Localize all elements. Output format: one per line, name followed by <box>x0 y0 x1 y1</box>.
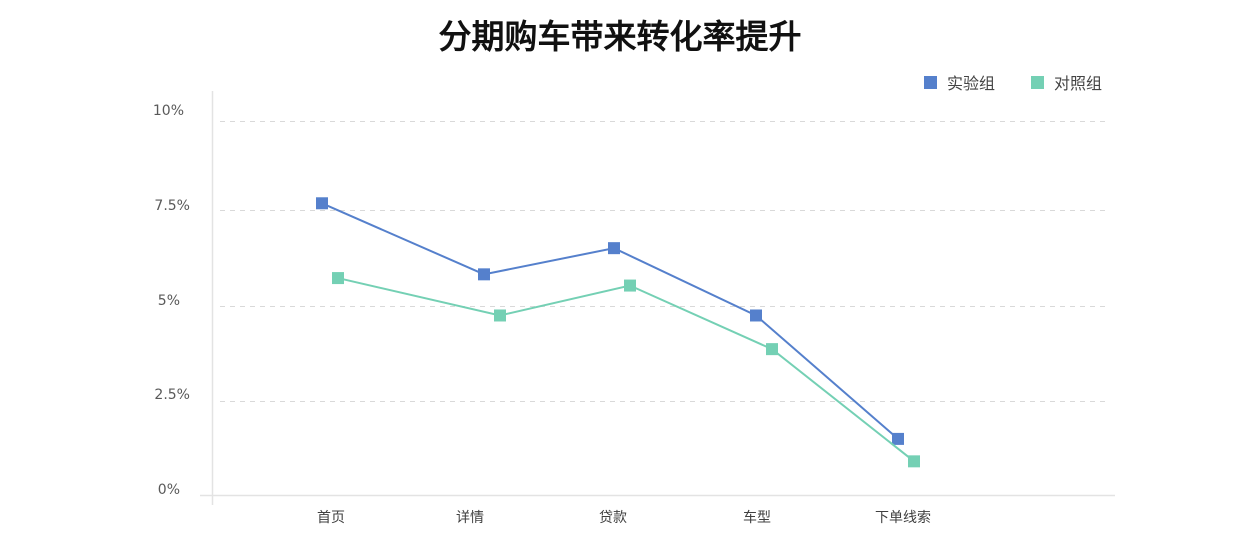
data-point-marker-icon[interactable]: 对照组 下单线索: 0.9% <box>908 455 920 468</box>
series-line-control <box>337 277 915 463</box>
gridlines <box>220 121 1105 402</box>
data-point-marker-icon[interactable]: 实验组 车型: 4.8% <box>750 309 762 322</box>
legend-label-experiment: 实验组 <box>947 74 996 93</box>
legend-label-control: 对照组 <box>1054 74 1103 93</box>
chart-legend: 实验组 对照组 <box>924 70 1102 94</box>
y-tick-label: 10% <box>152 103 184 119</box>
data-point-marker-icon[interactable]: 对照组 详情: 4.8% <box>494 309 506 322</box>
x-tick-label: 下单线索 <box>875 510 931 526</box>
data-point-marker-icon[interactable]: 对照组 贷款: 5.6% <box>624 279 636 292</box>
y-tick-label: 0% <box>157 482 180 498</box>
legend-item-experiment[interactable]: 实验组 <box>924 70 995 94</box>
data-point-marker-icon[interactable]: 对照组 车型: 3.9% <box>766 343 778 356</box>
x-tick-label: 车型 <box>743 510 771 526</box>
y-tick-label: 5% <box>157 293 180 309</box>
x-tick-label: 贷款 <box>599 510 627 526</box>
data-point-marker-icon[interactable]: 实验组 首页: 7.8% <box>316 197 328 210</box>
data-point-marker-icon[interactable]: 实验组 下单线索: 1.5% <box>892 432 904 445</box>
data-point-marker-icon[interactable]: 实验组 详情: 5.9% <box>478 268 490 281</box>
chart-title: 分期购车带来转化率提升 <box>438 17 802 56</box>
data-point-marker-icon[interactable]: 对照组 首页: 5.8% <box>332 272 344 285</box>
y-tick-label: 2.5% <box>154 387 190 403</box>
x-tick-label: 首页 <box>317 510 345 526</box>
data-point-marker-icon[interactable]: 实验组 贷款: 6.6% <box>608 242 620 255</box>
x-tick-label: 详情 <box>456 510 484 526</box>
legend-swatch-experiment-icon <box>924 75 937 89</box>
legend-item-control[interactable]: 对照组 <box>1031 70 1102 94</box>
y-tick-label: 7.5% <box>154 198 190 214</box>
legend-swatch-control-icon <box>1031 75 1045 89</box>
series-line-experiment <box>321 202 899 440</box>
